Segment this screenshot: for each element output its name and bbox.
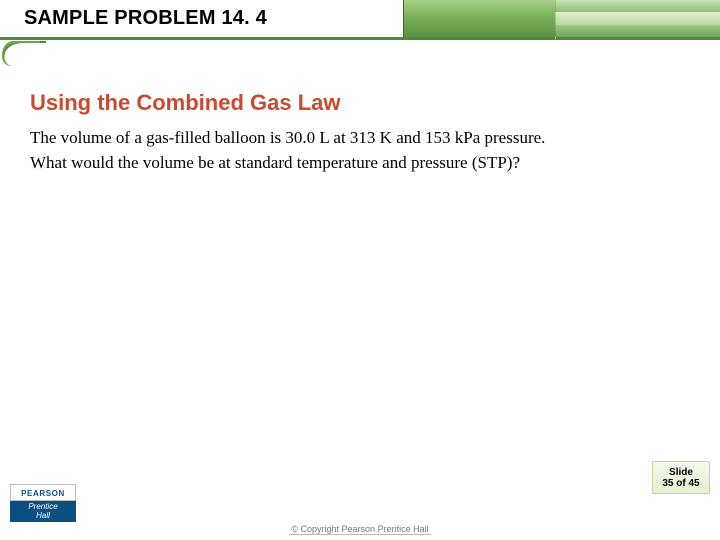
slide-indicator: Slide 35 of 45 bbox=[652, 461, 710, 494]
copyright-footer: © Copyright Pearson Prentice Hall bbox=[0, 524, 720, 534]
problem-line: What would the volume be at standard tem… bbox=[30, 153, 520, 172]
header-stripes bbox=[555, 0, 720, 40]
header-bar: SAMPLE PROBLEM 14. 4 bbox=[0, 0, 720, 40]
header-stripe bbox=[555, 25, 720, 40]
logo-prentice-hall-text: PrenticeHall bbox=[10, 501, 76, 522]
header-left: SAMPLE PROBLEM 14. 4 bbox=[0, 0, 403, 40]
copyright-text: © Copyright Pearson Prentice Hall bbox=[289, 524, 430, 535]
header-curl-icon bbox=[0, 38, 46, 68]
subtitle: Using the Combined Gas Law bbox=[30, 90, 696, 116]
slide-count: 35 of 45 bbox=[653, 478, 709, 489]
header-green-block bbox=[403, 0, 555, 40]
problem-line: The volume of a gas-filled balloon is 30… bbox=[30, 128, 545, 147]
problem-text: The volume of a gas-filled balloon is 30… bbox=[30, 126, 696, 175]
header-decor bbox=[403, 0, 720, 40]
header-stripe bbox=[555, 0, 720, 12]
page-title: SAMPLE PROBLEM 14. 4 bbox=[24, 7, 267, 30]
logo-pearson-text: PEARSON bbox=[10, 484, 76, 501]
header-stripe bbox=[555, 12, 720, 24]
content-area: Using the Combined Gas Law The volume of… bbox=[30, 90, 696, 175]
publisher-logo: PEARSON PrenticeHall bbox=[10, 484, 76, 522]
slide-label: Slide bbox=[653, 467, 709, 478]
